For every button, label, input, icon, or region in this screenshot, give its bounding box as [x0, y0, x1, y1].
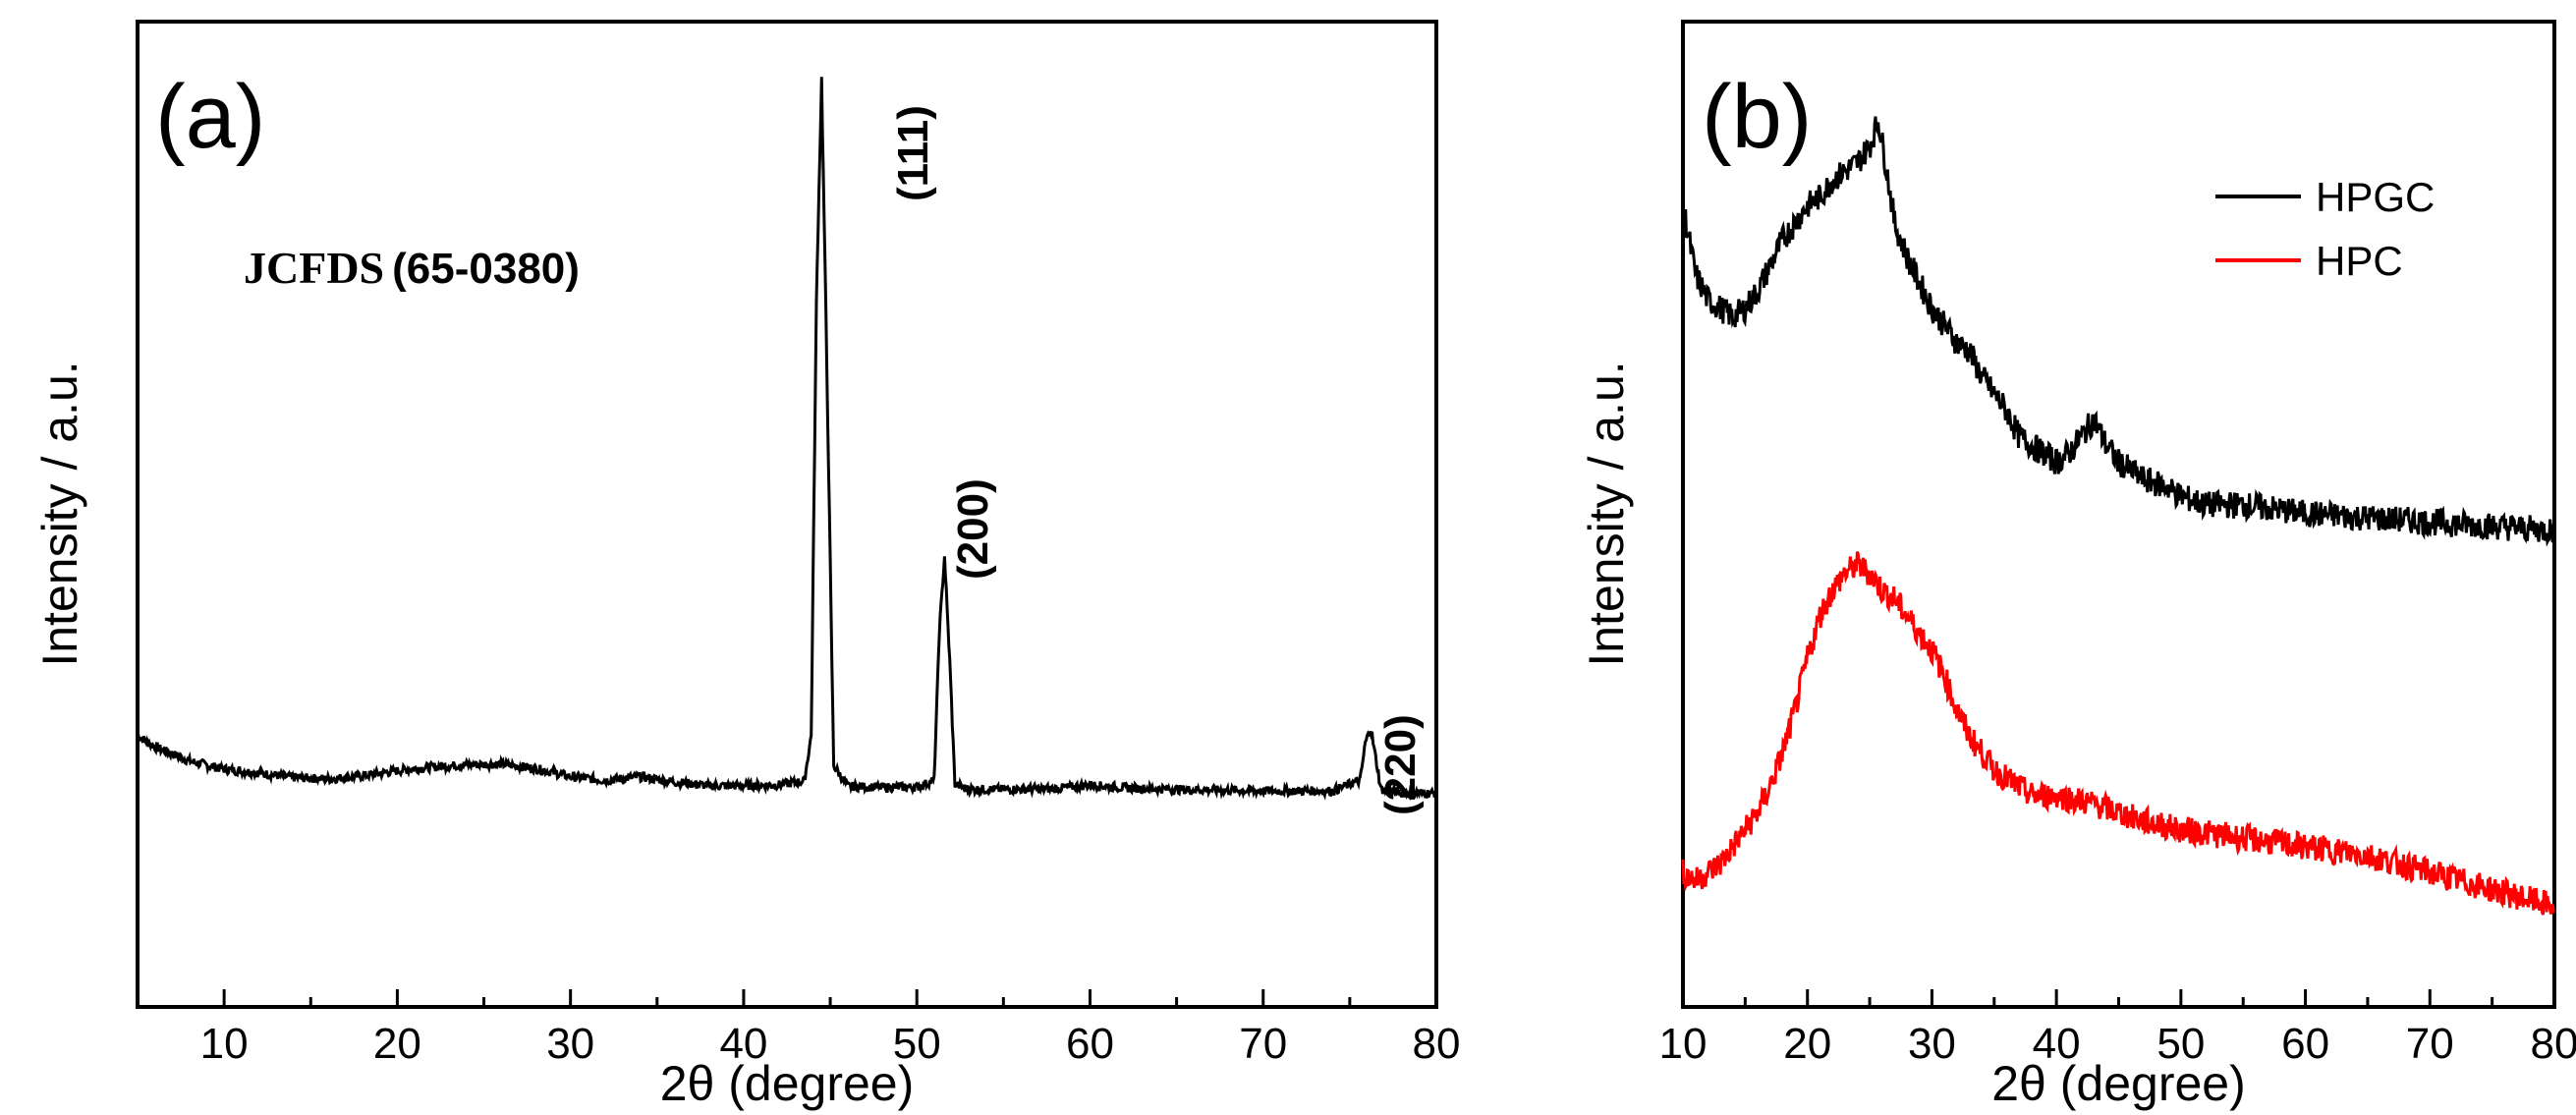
panel-b-x-axis-title: 2θ (degree)	[1991, 1056, 2246, 1111]
panel-b-hpc-line	[1681, 551, 2555, 916]
legend-label-hpc: HPC	[2316, 238, 2403, 284]
panel-b-x-ticks: 10 20 30 40 50 60 70 80	[1659, 989, 2576, 1068]
panel-b-tag: (b)	[1702, 67, 1812, 167]
panel-a-card-label-num: (65-0380)	[392, 245, 580, 293]
peak-label-111: (111)	[889, 105, 937, 201]
panel-a-x-ticks: 10 20 30 40 50 60 70 80	[136, 989, 1461, 1068]
x-tick-label: 80	[1413, 1020, 1461, 1068]
panel-a-x-axis-title: 2θ (degree)	[660, 1056, 915, 1111]
panel-b: 10 20 30 40 50 60 70 80 (b) HPGC HPC Intensity …	[1579, 20, 2576, 1111]
legend-label-hpgc: HPGC	[2316, 174, 2435, 220]
panel-a-frame	[136, 20, 1438, 1009]
x-tick-label: 60	[2281, 1020, 2329, 1068]
panel-a-card-label-main: JCFDS	[244, 243, 384, 293]
x-tick-label: 40	[719, 1020, 767, 1068]
x-tick-label: 20	[1783, 1020, 1831, 1068]
panel-b-hpgc-line	[1682, 116, 2555, 547]
peak-label-220: (220)	[1376, 714, 1425, 815]
x-tick-label: 30	[1908, 1020, 1956, 1068]
panel-a-y-axis-title: Intensity / a.u.	[32, 361, 87, 666]
panel-a-xrd-line	[137, 77, 1438, 802]
x-tick-label: 10	[1659, 1020, 1708, 1068]
x-tick-label: 50	[893, 1020, 941, 1068]
x-tick-label: 80	[2531, 1020, 2576, 1068]
x-tick-label: 10	[200, 1020, 249, 1068]
panel-a-tag: (a)	[155, 67, 265, 167]
panel-a-card-label: JCFDS (65-0380)	[244, 243, 580, 293]
x-tick-label: 60	[1066, 1020, 1114, 1068]
x-tick-label: 70	[2406, 1020, 2454, 1068]
panel-b-y-axis-title: Intensity / a.u.	[1579, 361, 1634, 666]
x-tick-label: 20	[373, 1020, 421, 1068]
x-tick-label: 30	[546, 1020, 594, 1068]
panel-b-legend: HPGC HPC	[2215, 174, 2435, 284]
panel-a: 10 20 30 40 50 60 70 80 (a) JCFDS (65-0380) (111…	[32, 20, 1461, 1111]
peak-label-200: (200)	[949, 478, 997, 580]
x-tick-label: 70	[1239, 1020, 1287, 1068]
x-tick-label: 40	[2033, 1020, 2081, 1068]
x-tick-label: 50	[2156, 1020, 2205, 1068]
